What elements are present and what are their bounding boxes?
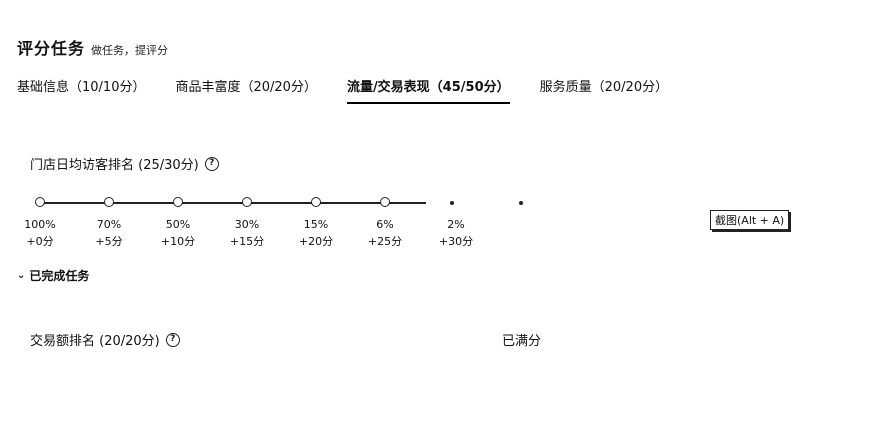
progress-dot (450, 201, 454, 205)
step-points: +25分 (367, 235, 403, 248)
header: 评分任务 做任务，提评分 (17, 35, 168, 59)
screenshot-tooltip: 截图(Alt + A) (710, 210, 790, 230)
step-tick: 2% +30分 (426, 216, 486, 250)
step-tick: 50% +10分 (148, 216, 208, 250)
progress-track (40, 202, 426, 204)
step-percent: 50% (165, 218, 191, 231)
tab-bar: 基础信息（10/10分） 商品丰富度（20/20分） 流量/交易表现（45/50… (17, 76, 698, 104)
step-percent: 2% (447, 218, 465, 231)
tab-service-quality[interactable]: 服务质量（20/20分） (539, 80, 669, 95)
step-percent: 6% (376, 218, 394, 231)
step-percent: 15% (303, 218, 329, 231)
step-points: +20分 (298, 235, 334, 248)
step-points: +10分 (160, 235, 196, 248)
progress-node (311, 197, 321, 207)
visitor-rank-label: 门店日均访客排名 (25/30分) ? (30, 154, 219, 173)
step-percent: 30% (234, 218, 260, 231)
step-points: +0分 (26, 235, 54, 248)
page-subtitle: 做任务，提评分 (91, 44, 169, 57)
step-tick: 6% +25分 (355, 216, 415, 250)
step-tick: 70% +5分 (79, 216, 139, 250)
step-tick: 30% +15分 (217, 216, 277, 250)
progress-node (242, 197, 252, 207)
trade-rank-status: 已满分 (502, 334, 542, 349)
progress-node (173, 197, 183, 207)
step-tick: 100% +0分 (10, 216, 70, 250)
chevron-down-icon: ⌄ (17, 270, 26, 281)
tab-basic-info[interactable]: 基础信息（10/10分） (17, 80, 146, 95)
progress-node (104, 197, 114, 207)
tab-traffic-performance[interactable]: 流量/交易表现（45/50分） (346, 76, 510, 104)
step-tick: 15% +20分 (286, 216, 346, 250)
page-title: 评分任务 (17, 39, 86, 58)
help-icon[interactable]: ? (165, 332, 180, 347)
step-percent: 100% (24, 218, 56, 231)
step-points: +5分 (95, 235, 123, 248)
progress-node (380, 197, 390, 207)
trade-rank-label: 交易额排名 (20/20分) ? (30, 330, 180, 349)
completed-tasks-toggle[interactable]: ⌄ 已完成任务 (17, 267, 89, 284)
visitor-rank-text: 门店日均访客排名 (25/30分) (30, 158, 199, 173)
step-points: +15分 (229, 235, 265, 248)
progress-dot (519, 201, 523, 205)
tab-product-richness[interactable]: 商品丰富度（20/20分） (175, 80, 317, 95)
completed-tasks-label: 已完成任务 (29, 269, 90, 283)
help-icon[interactable]: ? (204, 156, 219, 171)
step-percent: 70% (96, 218, 122, 231)
step-points: +30分 (438, 235, 474, 248)
progress-node (35, 197, 45, 207)
trade-rank-text: 交易额排名 (20/20分) (30, 334, 160, 349)
